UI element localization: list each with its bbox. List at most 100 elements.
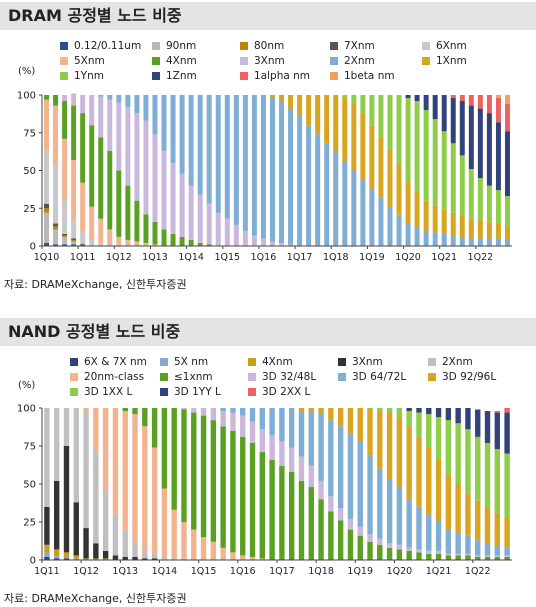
dram-bar-segment bbox=[387, 206, 393, 246]
dram-bar-segment bbox=[505, 239, 510, 246]
nand-legend-swatch bbox=[160, 373, 168, 381]
dram-bar-segment bbox=[152, 221, 158, 245]
dram-bar-segment bbox=[125, 95, 131, 108]
nand-y-tick-label: 75 bbox=[23, 442, 36, 453]
dram-bar-segment bbox=[423, 95, 429, 111]
nand-bar-segment bbox=[406, 411, 412, 427]
nand-bar-segment bbox=[377, 411, 383, 469]
nand-bar-segment bbox=[465, 553, 471, 556]
dram-x-tick-label: 1Q19 bbox=[359, 252, 385, 263]
nand-legend-swatch bbox=[248, 373, 256, 381]
dram-bar-segment bbox=[432, 119, 438, 206]
nand-bar-segment bbox=[396, 487, 403, 545]
nand-bar-segment bbox=[53, 555, 60, 559]
nand-bar-segment bbox=[347, 529, 354, 560]
dram-bar-segment bbox=[89, 206, 95, 240]
nand-bar-segment bbox=[191, 529, 197, 560]
nand-bar-segment bbox=[475, 540, 481, 556]
nand-bar-segment bbox=[230, 552, 236, 560]
nand-legend-label: 6X & 7X nm bbox=[84, 356, 147, 368]
dram-bar-segment bbox=[71, 105, 77, 160]
nand-bar-segment bbox=[151, 553, 158, 559]
nand-bar-segment bbox=[93, 408, 99, 453]
nand-legend-item: 5X nm bbox=[160, 356, 208, 368]
dram-bar-segment bbox=[53, 105, 59, 166]
nand-bar-segment bbox=[367, 455, 373, 535]
nand-bar-segment bbox=[426, 414, 432, 448]
nand-bar-segment bbox=[484, 442, 491, 507]
nand-bar-segment bbox=[298, 411, 305, 457]
nand-x-tick-label: 1Q18 bbox=[308, 566, 334, 577]
nand-x-tick-label: 1Q12 bbox=[73, 566, 99, 577]
nand-bar-segment bbox=[288, 471, 295, 560]
dram-bar-segment bbox=[206, 244, 212, 246]
dram-bar-segment bbox=[315, 134, 321, 246]
dram-y-tick-label: 75 bbox=[23, 128, 36, 139]
nand-bar-segment bbox=[504, 547, 510, 556]
dram-bar-segment bbox=[468, 105, 474, 169]
dram-bar-segment bbox=[260, 238, 266, 246]
dram-bar-segment bbox=[71, 159, 77, 221]
dram-bar-segment bbox=[486, 221, 492, 239]
dram-legend-item: 1alpha nm bbox=[240, 70, 310, 82]
nand-bar-segment bbox=[357, 526, 363, 536]
dram-bar-segment bbox=[71, 241, 77, 245]
nand-bar-segment bbox=[259, 452, 266, 559]
dram-bar-segment bbox=[161, 95, 167, 151]
dram-bar-segment bbox=[288, 95, 294, 109]
nand-bar-segment bbox=[386, 408, 393, 413]
dram-legend-label: 1beta nm bbox=[344, 70, 395, 82]
nand-x-tick-label: 1Q20 bbox=[387, 566, 413, 577]
dram-bar-segment bbox=[486, 185, 492, 222]
dram-source: 자료: DRAMeXchange, 신한투자증권 bbox=[4, 278, 187, 291]
nand-bar-segment bbox=[426, 514, 432, 551]
nand-bar-segment bbox=[181, 408, 187, 410]
dram-bar-segment bbox=[188, 239, 194, 246]
dram-legend-item: 4Xnm bbox=[152, 55, 197, 67]
nand-bar-segment bbox=[367, 408, 373, 410]
dram-bar-segment bbox=[351, 95, 357, 105]
nand-bar-segment bbox=[484, 411, 491, 443]
dram-x-tick-label: 1Q11 bbox=[70, 252, 96, 263]
dram-legend-swatch bbox=[240, 72, 248, 80]
nand-bar-segment bbox=[142, 408, 148, 427]
nand-legend-item: 6X & 7X nm bbox=[70, 356, 147, 368]
nand-legend-swatch bbox=[70, 373, 78, 381]
nand-bar-segment bbox=[161, 488, 168, 557]
dram-bar-segment bbox=[197, 242, 203, 246]
dram-x-tick-label: 1Q14 bbox=[178, 252, 204, 263]
nand-title: NAND 공정별 노드 비중 bbox=[8, 322, 181, 341]
dram-legend-swatch bbox=[240, 57, 248, 65]
dram-bar-segment bbox=[98, 218, 104, 243]
dram-bar-segment bbox=[71, 220, 77, 239]
nand-bar-segment bbox=[132, 408, 138, 415]
dram-bar-segment bbox=[161, 229, 167, 246]
nand-bar-segment bbox=[318, 414, 324, 481]
dram-bar-segment bbox=[378, 137, 384, 198]
nand-bar-segment bbox=[357, 408, 363, 442]
dram-bar-segment bbox=[98, 242, 104, 246]
nand-bar-segment bbox=[151, 408, 158, 448]
dram-bar-segment bbox=[459, 95, 465, 102]
dram-bar-segment bbox=[342, 161, 348, 246]
dram-bar-segment bbox=[134, 113, 140, 201]
nand-bar-segment bbox=[328, 511, 334, 560]
dram-bar-segment bbox=[107, 99, 113, 151]
nand-legend-item: 3D 64/72L bbox=[338, 371, 406, 383]
dram-bar-segment bbox=[495, 223, 501, 239]
nand-bar-segment bbox=[53, 549, 60, 556]
dram-bar-segment bbox=[71, 238, 77, 240]
dram-bar-segment bbox=[441, 95, 447, 132]
nand-legend-swatch bbox=[160, 388, 168, 396]
nand-bar-segment bbox=[396, 408, 403, 418]
nand-bar-segment bbox=[220, 426, 226, 548]
dram-bar-segment bbox=[270, 241, 275, 246]
dram-bar-segment bbox=[450, 212, 456, 236]
nand-legend-item: 3D 32/48L bbox=[248, 371, 316, 383]
nand-bar-segment bbox=[337, 426, 344, 509]
dram-bar-segment bbox=[116, 102, 122, 171]
dram-legend-item: 1Ynm bbox=[60, 70, 104, 82]
dram-x-tick-label: 1Q22 bbox=[468, 252, 494, 263]
nand-bar-segment bbox=[455, 553, 461, 556]
dram-bar-segment bbox=[495, 95, 501, 99]
